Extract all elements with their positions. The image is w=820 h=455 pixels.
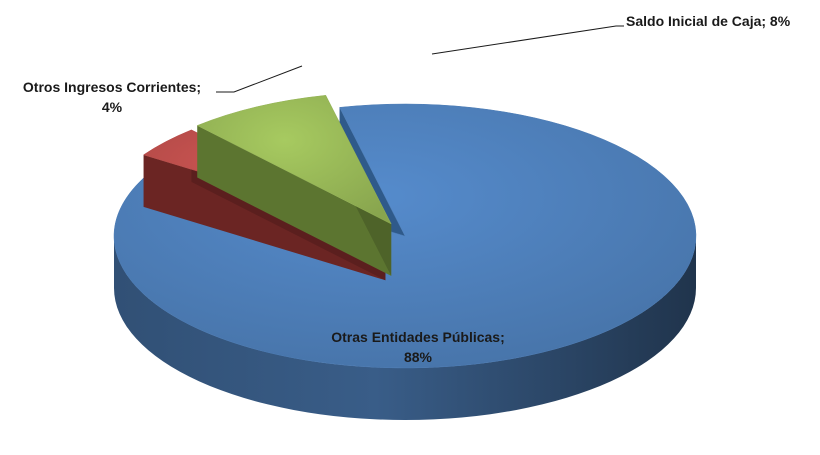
slice-label-line: Otros Ingresos Corrientes; [23,79,201,95]
slice-side [114,236,696,420]
leader-line-otros-ingresos-corrientes [216,65,303,93]
leader-line-saldo-inicial-de-caja [431,25,624,55]
slice-top [196,95,392,225]
slice-label-line: 4% [102,99,123,115]
exploded-slices-group [142,95,392,281]
data-labels-group: Otras Entidades Públicas; 88% Otros Ingres… [23,13,791,365]
slice-label-line: Otras Entidades Públicas; [331,329,505,345]
slice-label-line: 88% [404,349,433,365]
slice-top [113,103,697,369]
slice-cut-face [197,125,392,276]
slice-label-otros-ingresos-corrientes: Otros Ingresos Corrientes; 4% [23,79,201,115]
slice-label-line: Saldo Inicial de Caja; 8% [626,13,791,29]
slice-label-otras-entidades-publicas: Otras Entidades Públicas; 88% [331,329,505,365]
slice-label-saldo-inicial-de-caja: Saldo Inicial de Caja; 8% [626,13,791,29]
slice-saldo-inicial-de-caja [196,95,392,276]
